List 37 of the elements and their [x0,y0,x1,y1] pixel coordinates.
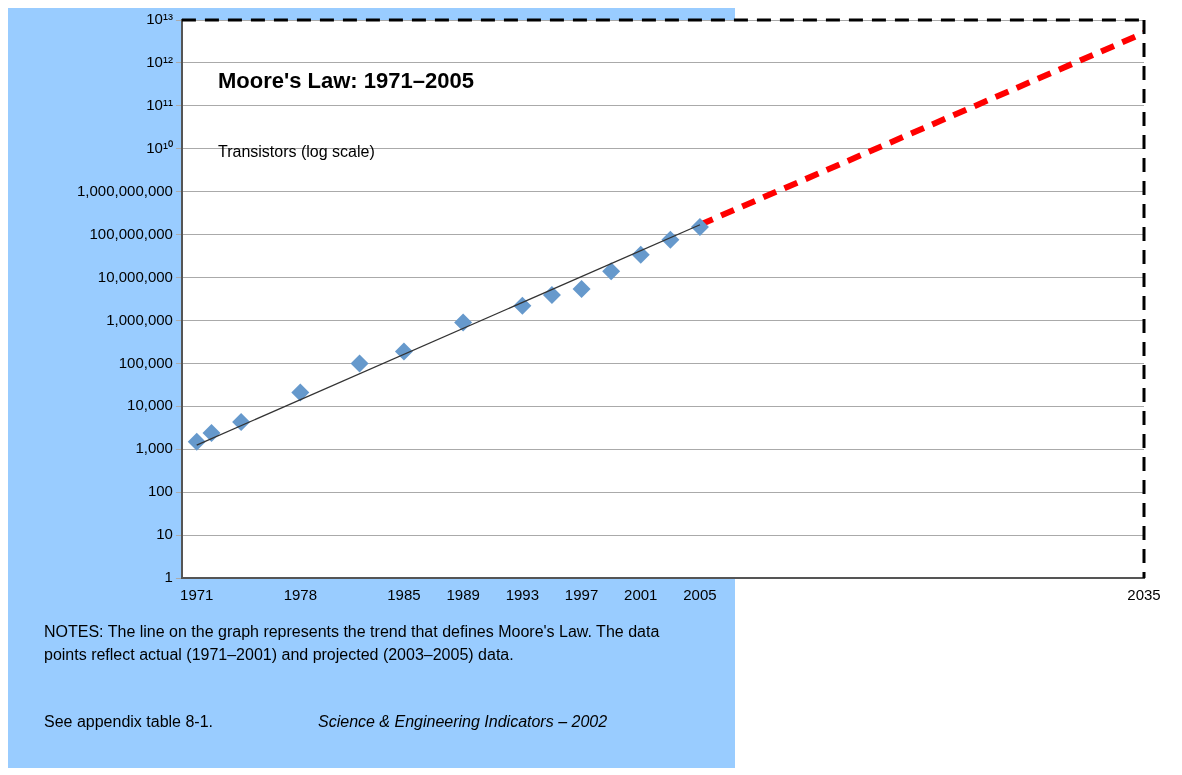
point [291,383,310,402]
point [454,313,473,332]
y-tick-label: 10,000 [127,396,173,414]
y-tick-label: 1 [164,568,173,586]
y-tick-label: 1,000 [135,439,173,457]
x-tick-label: 1985 [387,586,421,604]
point [202,423,221,442]
y-tick-label: 1,000,000 [106,310,173,328]
y-tick-label: 10 [156,525,173,543]
y-tick-label: 10¹³ [146,10,173,28]
text: NOTES: The line on the graph represents the trend that defines Moore's Law. The data points reflect actual (1971–2001) and projected (2003–2005) data. [44,622,661,665]
x-tick-label: 1971 [180,586,214,604]
y-tick-label: 10,000,000 [97,267,173,285]
y-tick-label: 100 [147,482,173,500]
y-tick-label: 100,000,000 [89,224,173,242]
y-tick-label: 10¹¹ [146,95,173,113]
point [542,286,561,305]
y-axis-title: Transistors (log scale) [218,143,375,161]
x-tick-label: 1997 [564,586,599,604]
point [187,432,206,451]
x-tick-label: 1993 [505,586,540,604]
y-tick-label: 1,000,000,000 [76,181,173,199]
point [690,218,709,237]
x-tick-label: 2005 [683,586,717,604]
y-tick-label: 10¹⁰ [146,138,173,156]
text: Moore's Law: 1971–2005 [218,68,474,94]
x-tick-label: 1989 [446,586,480,604]
x-tick-label: 2001 [624,586,658,604]
y-tick-label: 10¹² [146,53,173,71]
point [602,262,621,281]
x-tick-label: 2035 [1127,586,1161,604]
x-tick-label: 1978 [283,586,318,604]
point [572,280,591,299]
text: See appendix table 8-1. [44,713,214,731]
text: Science & Engineering Indicators – 2002 [318,713,608,731]
y-tick-label: 100,000 [118,353,173,371]
point [350,354,369,373]
